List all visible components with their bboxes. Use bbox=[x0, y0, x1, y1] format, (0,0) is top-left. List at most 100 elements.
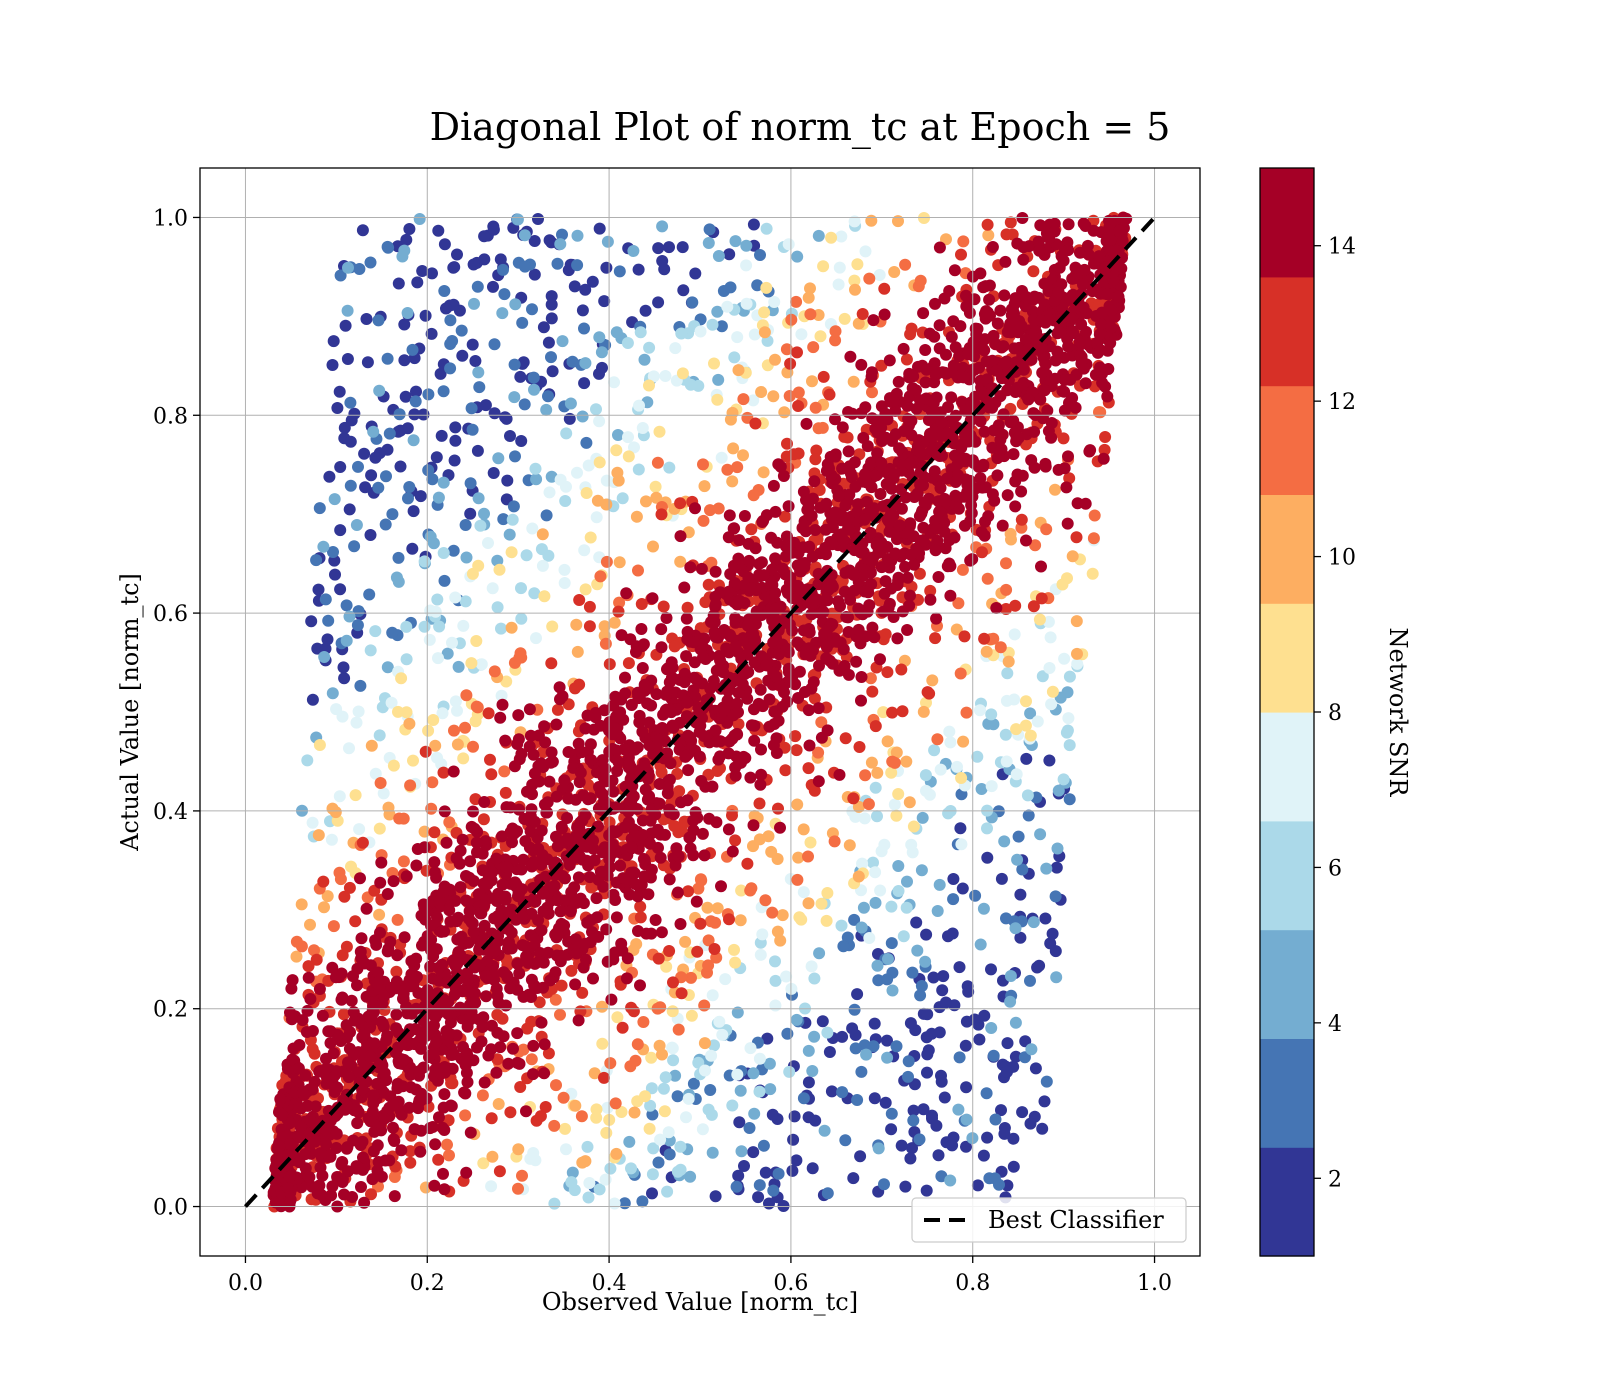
scatter-point bbox=[426, 473, 439, 486]
scatter-point bbox=[933, 241, 946, 254]
scatter-point bbox=[469, 355, 482, 367]
scatter-point bbox=[514, 1081, 527, 1093]
scatter-point bbox=[503, 528, 516, 541]
scatter-point bbox=[1073, 335, 1086, 348]
scatter-point bbox=[1024, 1117, 1037, 1130]
scatter-point bbox=[1006, 228, 1019, 241]
scatter-point bbox=[985, 1022, 998, 1034]
scatter-point bbox=[293, 1156, 306, 1169]
scatter-point bbox=[636, 662, 649, 674]
scatter-point bbox=[511, 213, 524, 226]
scatter-point bbox=[1004, 995, 1017, 1008]
scatter-point bbox=[780, 343, 793, 356]
scatter-point bbox=[390, 1022, 403, 1035]
scatter-point bbox=[851, 506, 864, 519]
scatter-point bbox=[651, 823, 664, 836]
scatter-point bbox=[927, 971, 940, 984]
scatter-point bbox=[600, 1126, 613, 1139]
scatter-point bbox=[596, 865, 609, 878]
scatter-point bbox=[519, 835, 532, 848]
scatter-point bbox=[449, 894, 462, 907]
scatter-point bbox=[998, 835, 1011, 848]
scatter-point bbox=[659, 370, 672, 382]
scatter-point bbox=[813, 947, 826, 960]
scatter-point bbox=[698, 480, 711, 493]
scatter-point bbox=[837, 940, 850, 953]
scatter-point bbox=[848, 584, 861, 597]
scatter-point bbox=[1006, 303, 1019, 316]
scatter-point bbox=[1069, 401, 1082, 414]
scatter-point bbox=[415, 1042, 427, 1055]
scatter-point bbox=[607, 785, 620, 798]
scatter-point bbox=[866, 621, 879, 634]
scatter-point bbox=[666, 1005, 679, 1018]
scatter-point bbox=[1058, 652, 1071, 665]
scatter-point bbox=[881, 735, 894, 748]
scatter-point bbox=[729, 956, 742, 969]
scatter-point bbox=[745, 523, 758, 536]
scatter-point bbox=[762, 830, 775, 843]
scatter-point bbox=[1082, 248, 1095, 261]
scatter-point bbox=[1046, 685, 1059, 698]
scatter-point bbox=[512, 709, 525, 722]
scatter-point bbox=[515, 435, 528, 447]
scatter-point bbox=[449, 591, 462, 604]
scatter-point bbox=[629, 1054, 642, 1067]
scatter-point bbox=[369, 451, 382, 464]
scatter-point bbox=[554, 1008, 566, 1021]
scatter-point bbox=[615, 1106, 628, 1118]
scatter-point bbox=[572, 737, 585, 750]
scatter-point bbox=[805, 509, 818, 522]
scatter-point bbox=[871, 766, 884, 779]
scatter-point bbox=[344, 479, 357, 492]
scatter-point bbox=[857, 901, 870, 914]
scatter-point bbox=[340, 599, 353, 612]
scatter-point bbox=[757, 569, 770, 582]
scatter-point bbox=[645, 1082, 658, 1095]
scatter-point bbox=[389, 982, 402, 995]
scatter-point bbox=[573, 594, 586, 606]
scatter-point bbox=[747, 840, 759, 853]
scatter-point bbox=[310, 554, 323, 567]
scatter-point bbox=[515, 651, 528, 664]
scatter-point bbox=[548, 1197, 561, 1210]
scatter-point bbox=[738, 1160, 750, 1172]
scatter-point bbox=[516, 316, 529, 329]
scatter-point bbox=[576, 1156, 589, 1169]
scatter-point bbox=[535, 543, 548, 556]
scatter-point bbox=[376, 997, 389, 1010]
scatter-point bbox=[623, 1135, 636, 1148]
scatter-point bbox=[559, 1122, 571, 1135]
scatter-point bbox=[443, 816, 456, 829]
scatter-point bbox=[472, 492, 485, 505]
scatter-point bbox=[386, 626, 399, 639]
scatter-point bbox=[448, 724, 460, 737]
scatter-point bbox=[394, 460, 407, 473]
scatter-point bbox=[643, 379, 655, 392]
scatter-point bbox=[660, 960, 673, 973]
scatter-point bbox=[1062, 712, 1075, 725]
scatter-point bbox=[906, 966, 919, 979]
scatter-point bbox=[1027, 916, 1040, 929]
scatter-point bbox=[517, 1043, 530, 1056]
scatter-point bbox=[465, 402, 478, 415]
scatter-point bbox=[807, 341, 820, 354]
scatter-point bbox=[472, 366, 485, 379]
scatter-point bbox=[1015, 513, 1028, 526]
scatter-point bbox=[767, 1184, 780, 1197]
scatter-point bbox=[859, 245, 872, 258]
scatter-point bbox=[708, 943, 721, 955]
scatter-point bbox=[878, 838, 891, 851]
scatter-point bbox=[698, 999, 711, 1012]
scatter-point bbox=[833, 768, 846, 781]
scatter-point bbox=[680, 612, 693, 625]
scatter-point bbox=[593, 456, 606, 469]
scatter-point bbox=[390, 965, 403, 978]
scatter-point bbox=[387, 759, 400, 772]
scatter-point bbox=[1012, 432, 1025, 444]
scatter-point bbox=[680, 650, 693, 663]
scatter-point bbox=[381, 352, 394, 365]
scatter-point bbox=[715, 320, 728, 333]
scatter-point bbox=[322, 1149, 335, 1162]
scatter-point bbox=[423, 633, 436, 646]
